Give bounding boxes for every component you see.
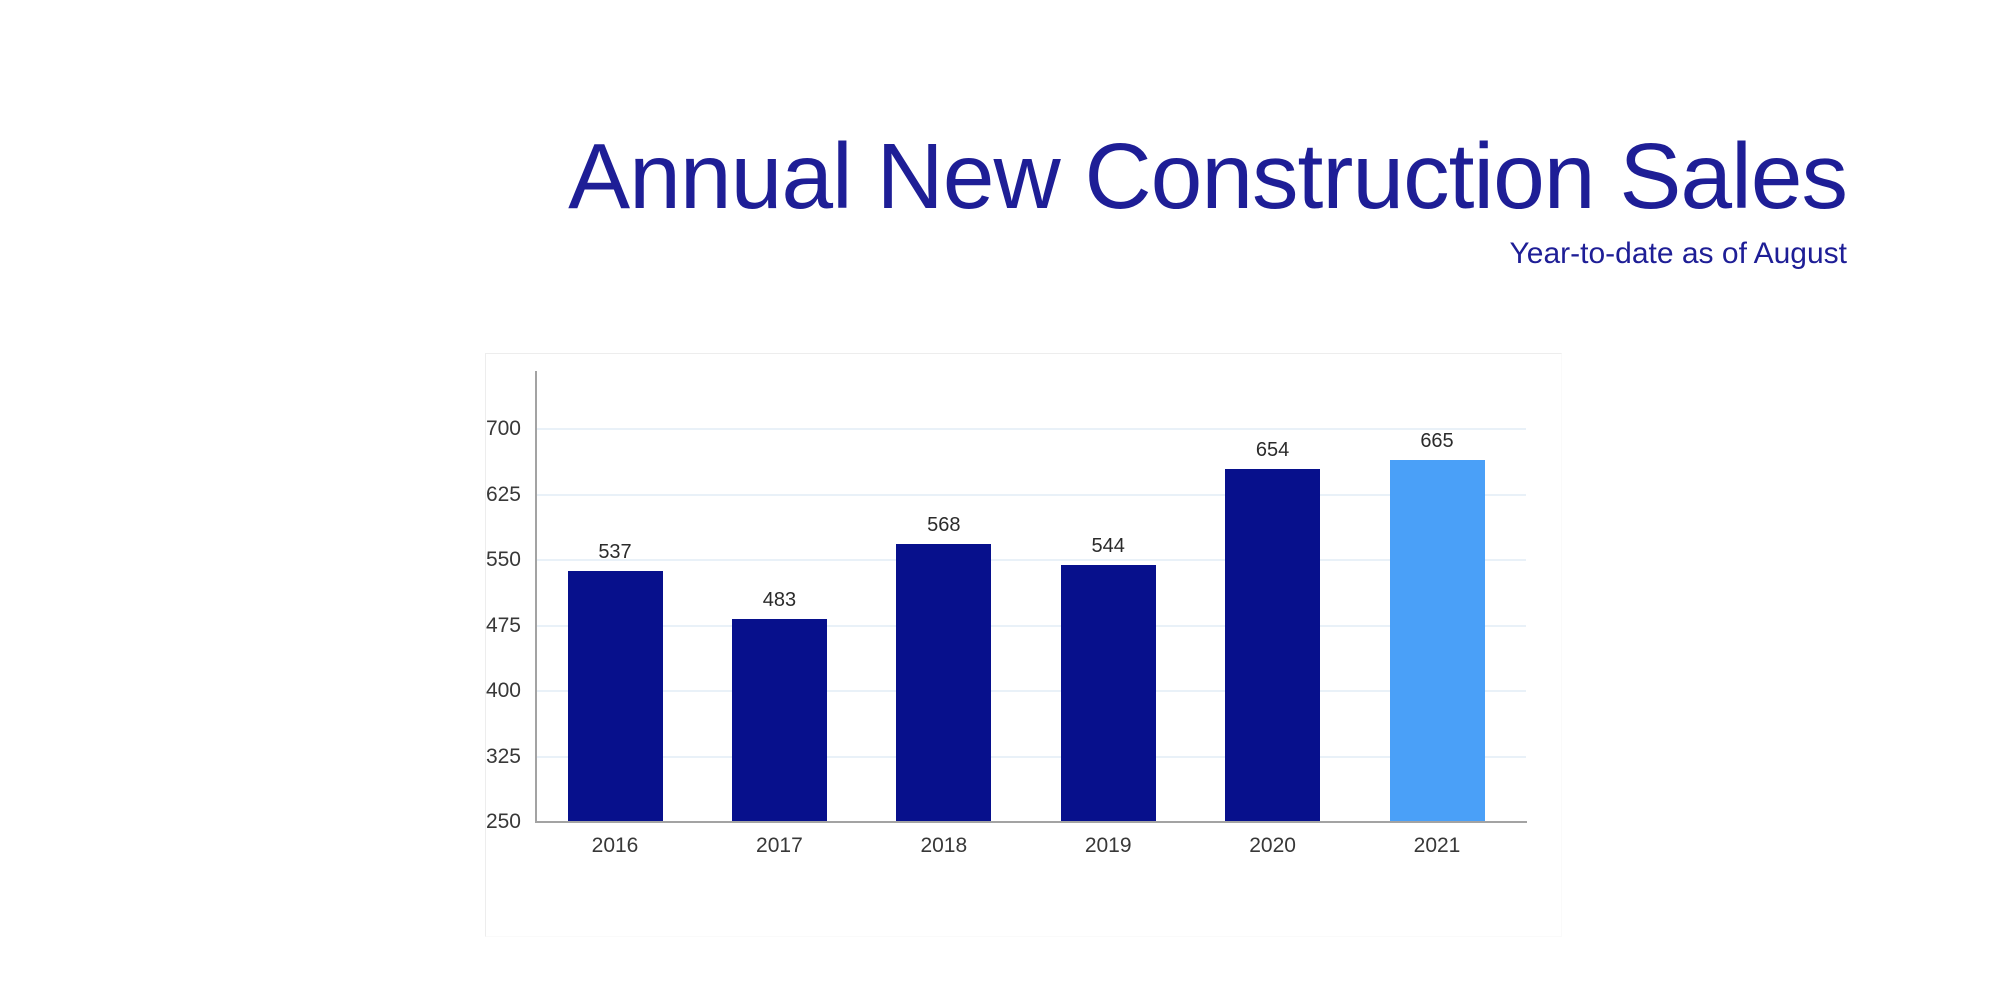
- bar-value-label-2016: 537: [598, 541, 632, 564]
- y-tick-label-550: 550: [485, 548, 521, 571]
- x-tick-label-2019: 2019: [1084, 834, 1132, 857]
- y-axis-line: [535, 371, 537, 823]
- bar-value-label-2017: 483: [762, 588, 797, 611]
- gridline-325: [536, 755, 1526, 758]
- bar-value-label-2020: 654: [1255, 439, 1290, 462]
- gridline-550: [536, 559, 1526, 561]
- bar-2021: [1389, 459, 1485, 822]
- bar-value-label-2019: 544: [1091, 535, 1125, 558]
- y-tick-label-625: 625: [485, 482, 521, 506]
- x-axis-line: [535, 821, 1527, 823]
- y-tick-label-400: 400: [485, 679, 521, 702]
- y-tick-label-325: 325: [485, 744, 521, 768]
- bar-2018: [896, 544, 992, 822]
- page-title: Annual New Construction Sales: [568, 124, 1848, 228]
- x-tick-label-2021: 2021: [1413, 834, 1461, 857]
- bar-2019: [1060, 565, 1156, 822]
- x-tick-label-2016: 2016: [591, 834, 639, 857]
- y-tick-label-700: 700: [485, 417, 521, 440]
- y-tick-label-250: 250: [485, 810, 521, 833]
- bar-2016: [567, 571, 663, 822]
- gridline-625: [536, 493, 1526, 496]
- gridline-400: [536, 690, 1526, 692]
- bar-value-label-2018: 568: [927, 514, 961, 537]
- gridline-700: [536, 428, 1526, 430]
- bar-2017: [731, 618, 827, 822]
- chart-panel: [485, 353, 1562, 937]
- x-tick-label-2020: 2020: [1249, 834, 1296, 857]
- bar-2020: [1225, 469, 1321, 822]
- x-tick-label-2017: 2017: [756, 834, 803, 857]
- bar-value-label-2021: 665: [1420, 429, 1454, 452]
- y-tick-label-475: 475: [485, 613, 521, 637]
- x-tick-label-2018: 2018: [920, 834, 968, 857]
- page-subtitle: Year-to-date as of August: [1509, 237, 1847, 270]
- gridline-475: [536, 624, 1526, 627]
